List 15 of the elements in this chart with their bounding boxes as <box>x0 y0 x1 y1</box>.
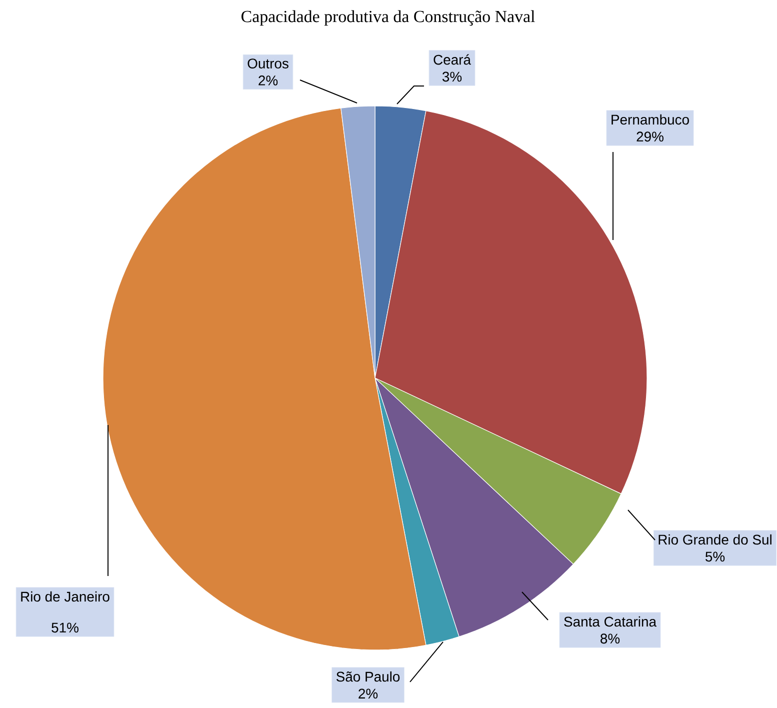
data-label: 2% <box>358 688 378 699</box>
data-label: 8% <box>600 634 620 644</box>
data-label: 2% <box>258 76 278 86</box>
data-label: 51% <box>52 622 78 633</box>
slice-label: São Paulo <box>336 671 400 682</box>
chart-title: Capacidade produtiva da Construção Naval <box>241 10 535 26</box>
data-label: 29% <box>636 132 664 142</box>
slice-label: Outros <box>248 58 288 68</box>
data-label: 5% <box>705 552 725 562</box>
slice-label: Pernambuco <box>612 114 689 125</box>
slice-label: Santa Catarina <box>564 616 657 627</box>
data-label: 3% <box>442 72 462 82</box>
slice-label: Ceará <box>434 54 472 65</box>
slice-label: Rio de Janeiro <box>21 591 110 602</box>
slice-label: Rio Grande do Sul <box>658 534 772 545</box>
